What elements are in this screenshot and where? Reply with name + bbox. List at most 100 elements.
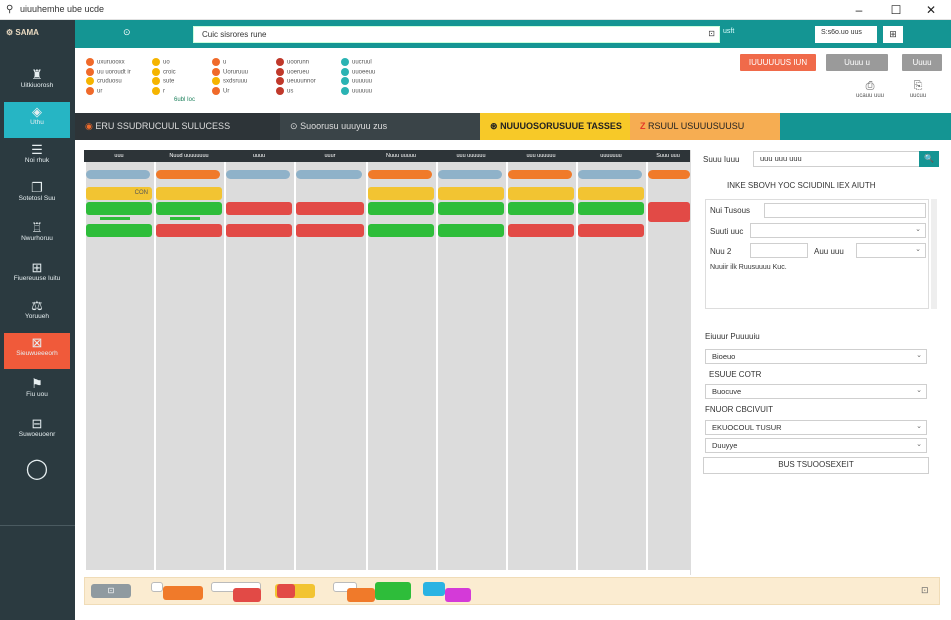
document-icon: ⎘	[913, 80, 923, 92]
text-input[interactable]	[750, 243, 808, 258]
sidebar-label-5: Fiuereuuse Iuitu	[13, 275, 61, 282]
task-card[interactable]: CON	[86, 187, 152, 200]
sidebar-item-7[interactable]: ⊠ Sieuwueeeorh	[4, 333, 70, 369]
timeline-chip[interactable]	[233, 588, 261, 602]
status-pill[interactable]	[648, 170, 690, 179]
status-pill[interactable]	[296, 170, 362, 179]
grid-view-button[interactable]: ⊞	[883, 26, 903, 43]
tab-3[interactable]: Z RSUUL USUUUSUUSU	[630, 113, 780, 140]
timeline-handle-icon[interactable]: ⊡	[91, 584, 131, 598]
scrollbar[interactable]	[931, 199, 937, 309]
maximize-button[interactable]: ☐	[890, 3, 902, 17]
task-card[interactable]	[578, 187, 644, 200]
tab-2-icon: ⊛	[490, 121, 498, 131]
sidebar-item-1[interactable]: ◈ Uthu	[4, 102, 70, 138]
top-bar-icon[interactable]: ⊙	[123, 27, 131, 37]
select-input[interactable]: Duuyye ⌄	[705, 438, 927, 453]
text-input[interactable]	[764, 203, 926, 218]
sidebar-item-4[interactable]: ♖ Nwurhoruu	[4, 218, 70, 254]
close-button[interactable]: ✕	[925, 3, 937, 17]
sidebar-item-5[interactable]: ⊞ Fiuereuuse Iuitu	[4, 258, 70, 294]
timeline-chip[interactable]	[277, 584, 295, 598]
sidebar-icon-0: ♜	[31, 67, 43, 82]
task-card[interactable]	[368, 202, 434, 215]
task-card[interactable]	[226, 202, 292, 215]
column-header: uuu uuuuuu	[506, 150, 576, 162]
search-icon[interactable]: 🔍	[919, 151, 939, 167]
address-icon[interactable]: ⊡	[708, 29, 715, 38]
status-pill[interactable]	[156, 170, 220, 179]
select-input[interactable]: ⌄	[856, 243, 926, 258]
timeline-chip[interactable]	[375, 582, 411, 600]
task-card[interactable]	[296, 202, 364, 215]
minimize-button[interactable]: –	[855, 3, 863, 17]
field-label: Nui Tusous	[710, 206, 751, 215]
task-card[interactable]	[438, 187, 504, 200]
progress-line	[100, 217, 130, 220]
stat-text: cruduosu	[97, 78, 122, 85]
panel-search-input[interactable]: uuu uuu uuu	[753, 151, 921, 167]
task-card[interactable]	[578, 224, 644, 237]
task-card[interactable]	[648, 202, 690, 222]
task-card[interactable]	[438, 202, 504, 215]
select-input[interactable]: ⌄	[750, 223, 926, 238]
tab-2[interactable]: ⊛ NUUUOSORUSUUE TASSES	[480, 113, 630, 140]
task-card[interactable]	[296, 224, 364, 237]
task-card[interactable]	[226, 224, 292, 237]
task-card[interactable]	[508, 202, 574, 215]
status-pill[interactable]	[438, 170, 502, 179]
tab-1[interactable]: ⊙ Suoorusu uuuyuu zus	[280, 113, 480, 140]
stat-line: us	[276, 86, 316, 97]
task-card[interactable]	[156, 224, 222, 237]
address-input[interactable]: Cuic sisrores rune ⊡	[193, 26, 720, 43]
timeline-chip[interactable]	[347, 588, 375, 602]
stat-line: ueuuunnor	[276, 77, 316, 87]
tab-0[interactable]: ◉ ERU SSUDRUCUUL SULUCESS	[75, 113, 280, 140]
task-card[interactable]	[156, 202, 222, 215]
top-search-input[interactable]: S:s6o.uo uus	[815, 26, 877, 43]
select-input[interactable]: Buocuve ⌄	[705, 384, 927, 399]
sidebar-item-6[interactable]: ⚖ Yoruueh	[4, 296, 70, 332]
status-pill[interactable]	[226, 170, 290, 179]
select-input[interactable]: Bioeuo ⌄	[705, 349, 927, 364]
column-header: uuuuuuu	[576, 150, 646, 162]
icon-action-2[interactable]: ⎘ uucuu	[900, 80, 936, 99]
sidebar-item-3[interactable]: ❐ Sotetosl Suu	[4, 178, 70, 214]
bottom-timeline-bar: ⊡ ⊡	[84, 577, 940, 605]
submit-button[interactable]: BUS TSUOOSEXEIT	[703, 457, 929, 474]
stat-line: uoerueu	[276, 67, 316, 78]
sidebar-icon-8: ⚑	[31, 376, 43, 391]
sidebar-icon-6: ⚖	[31, 298, 43, 313]
sidebar-item-2[interactable]: ☰ Noi rhuk	[4, 140, 70, 176]
tab-bar: ◉ ERU SSUDRUCUUL SULUCESS ⊙ Suoorusu uuu…	[75, 113, 951, 140]
timeline-chip[interactable]	[423, 582, 445, 596]
select-input[interactable]: EKUOCOUL TUSUR ⌄	[705, 420, 927, 435]
task-card[interactable]	[578, 202, 644, 215]
task-card[interactable]	[156, 187, 222, 200]
task-card[interactable]	[368, 187, 434, 200]
task-card[interactable]	[86, 202, 152, 215]
status-pill[interactable]	[578, 170, 642, 179]
status-pill[interactable]	[368, 170, 432, 179]
task-card[interactable]	[368, 224, 434, 237]
icon-action-1[interactable]: ⎙ ucauu uuu	[852, 80, 888, 99]
stat-text: uoerueu	[287, 69, 310, 76]
task-card[interactable]	[86, 224, 152, 237]
status-pill[interactable]	[508, 170, 572, 179]
sidebar-item-8[interactable]: ⚑ Fiu uou	[4, 374, 70, 410]
timeline-chip[interactable]	[333, 582, 357, 592]
task-card[interactable]	[508, 187, 574, 200]
primary-action-button[interactable]: IUUUUUUS IUN	[740, 54, 816, 71]
sidebar-item-9[interactable]: ⊟ Suwoeuoenr	[4, 414, 70, 450]
secondary-action-button[interactable]: Uuuu u	[826, 54, 888, 71]
sidebar-item-0[interactable]: ♜ Uitkiuorosh	[4, 65, 70, 101]
sidebar-item-10[interactable]: ◯	[4, 456, 70, 492]
status-pill[interactable]	[86, 170, 150, 179]
third-action-button[interactable]: Uuuu	[902, 54, 942, 71]
timeline-chip[interactable]	[163, 586, 203, 600]
task-card[interactable]	[438, 224, 504, 237]
timeline-chip[interactable]	[445, 588, 471, 602]
timeline-chip[interactable]	[151, 582, 163, 592]
timeline-end-icon[interactable]: ⊡	[921, 585, 929, 595]
task-card[interactable]	[508, 224, 574, 237]
